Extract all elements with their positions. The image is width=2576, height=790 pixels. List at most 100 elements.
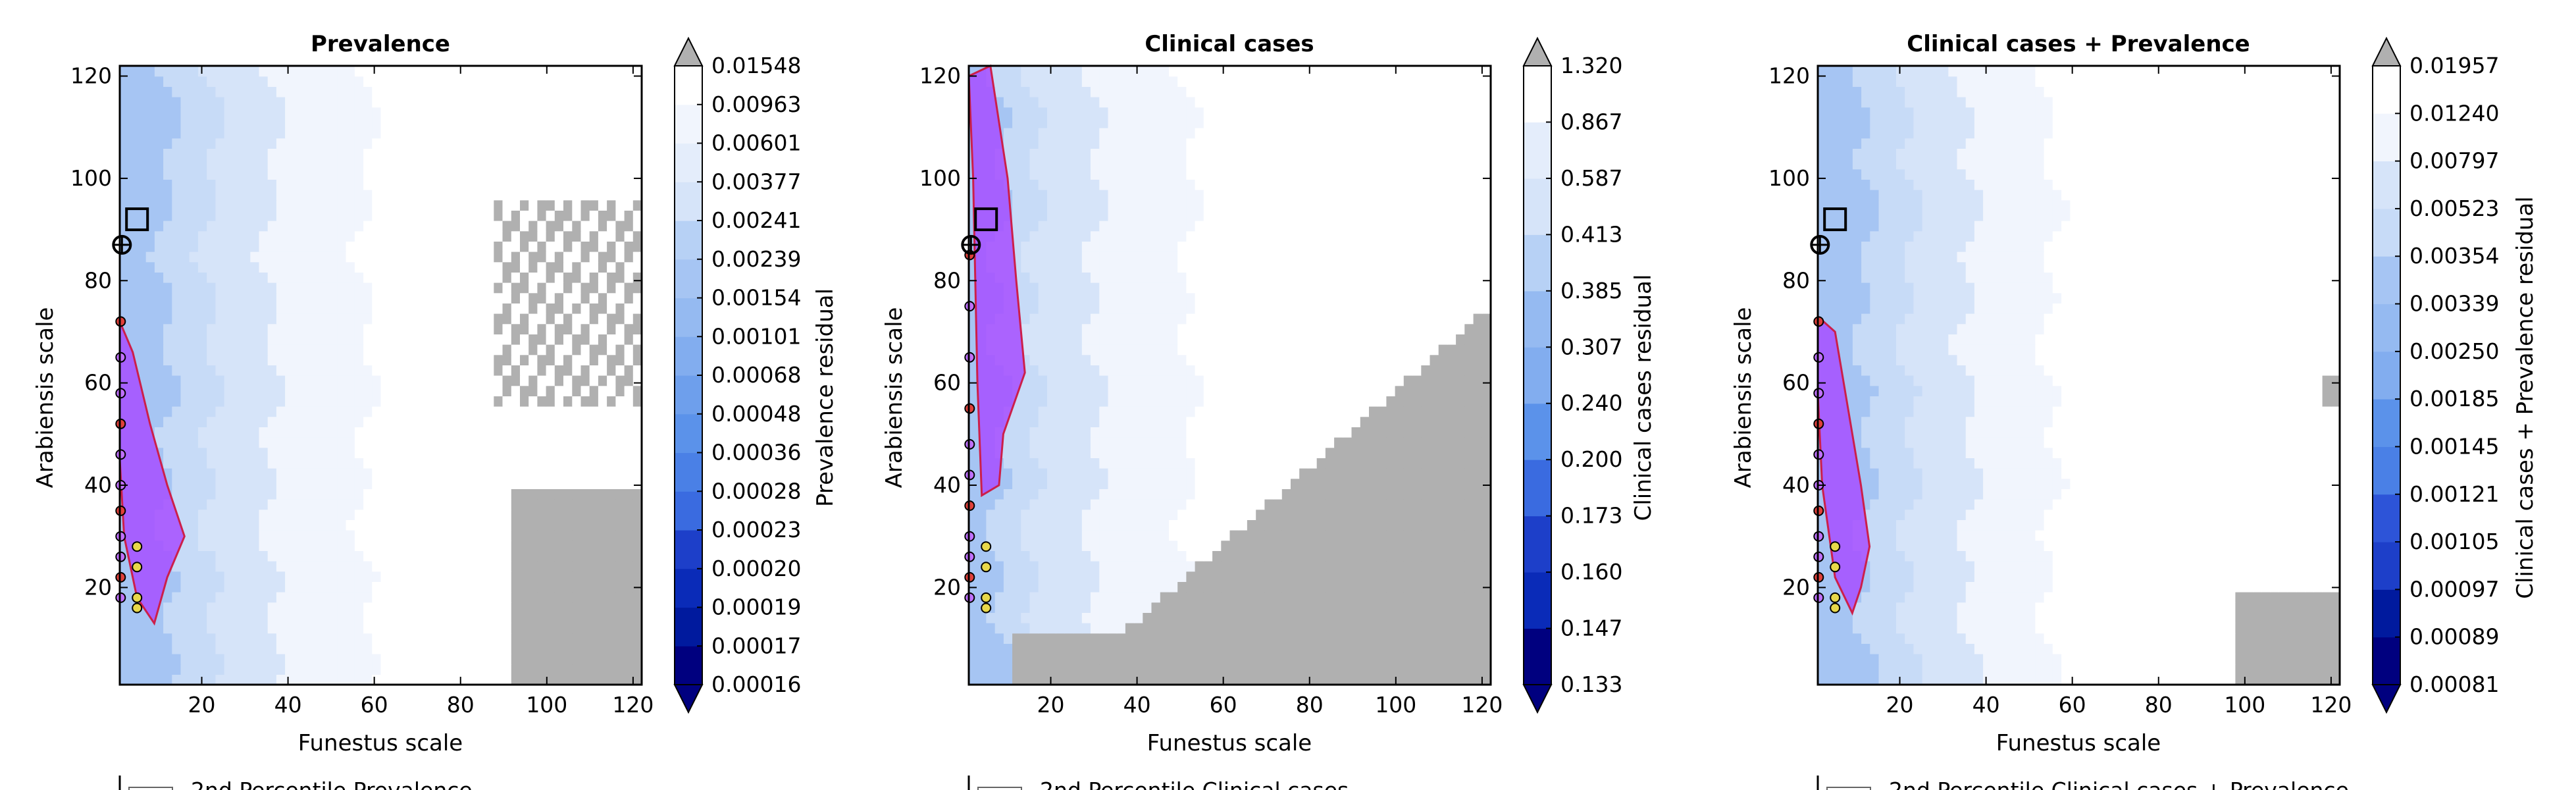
contour-cell	[320, 519, 329, 531]
contour-cell	[459, 261, 469, 273]
contour-cell	[346, 86, 355, 97]
contour-cell	[607, 478, 616, 489]
contour-cell	[224, 427, 234, 438]
contour-cell	[285, 592, 294, 603]
contour-cell	[624, 190, 634, 201]
contour-cell	[537, 602, 547, 613]
contour-cell	[294, 354, 303, 365]
contour-cell	[476, 241, 486, 252]
contour-cell	[1116, 643, 1126, 654]
contour-cell	[537, 654, 547, 665]
contour-cell	[615, 375, 625, 386]
contour-cell	[1064, 664, 1074, 675]
contour-cell	[407, 478, 416, 489]
contour-cell	[442, 654, 451, 665]
colorbar-tick-label: 0.00601	[711, 130, 801, 156]
contour-cell	[207, 159, 216, 170]
contour-cell	[554, 117, 564, 128]
contour-cell	[1473, 643, 1483, 654]
contour-cell	[1464, 633, 1474, 644]
contour-cell	[276, 674, 286, 685]
contour-cell	[520, 117, 529, 128]
contour-cell	[485, 499, 494, 510]
contour-cell	[276, 406, 286, 417]
contour-cell	[563, 458, 573, 469]
contour-cell	[232, 323, 242, 334]
contour-cell	[363, 354, 373, 365]
contour-cell	[467, 138, 477, 149]
contour-cell	[424, 437, 434, 448]
contour-cell	[285, 458, 294, 469]
contour-cell	[346, 396, 355, 407]
contour-cell	[1038, 519, 1048, 531]
contour-cell	[407, 437, 416, 448]
contour-cell	[259, 447, 269, 458]
contour-cell	[467, 107, 477, 118]
panel-title: Clinical cases	[1145, 31, 1314, 57]
contour-cell	[1334, 623, 1343, 634]
contour-cell	[180, 159, 190, 170]
contour-cell	[1056, 550, 1065, 562]
contour-cell	[459, 179, 469, 190]
contour-cell	[128, 292, 138, 303]
contour-cell	[537, 571, 547, 582]
contour-cell	[502, 334, 512, 345]
contour-cell	[450, 169, 459, 180]
contour-cell	[607, 334, 616, 345]
contour-cell	[145, 261, 155, 273]
contour-cell	[120, 97, 129, 108]
contour-cell	[589, 592, 599, 603]
contour-cell	[572, 76, 582, 87]
contour-cell	[407, 375, 416, 386]
contour-cell	[415, 138, 425, 149]
contour-cell	[572, 519, 582, 531]
contour-cell	[302, 406, 312, 417]
contour-cell	[276, 313, 286, 325]
contour-cell	[1325, 519, 1335, 531]
contour-cell	[432, 282, 442, 294]
contour-cell	[389, 592, 399, 603]
contour-cell	[624, 292, 634, 303]
contour-cell	[320, 313, 329, 325]
contour-cell	[1221, 509, 1231, 520]
contour-cell	[554, 354, 564, 365]
contour-cell	[372, 499, 382, 510]
contour-cell	[476, 654, 486, 665]
contour-cell	[232, 179, 242, 190]
contour-cell	[1325, 571, 1335, 582]
contour-cell	[120, 159, 129, 170]
contour-cell	[615, 292, 625, 303]
contour-cell	[1203, 633, 1213, 644]
contour-cell	[285, 107, 294, 118]
contour-cell	[207, 190, 216, 201]
contour-cell	[294, 66, 303, 77]
contour-cell	[554, 488, 564, 500]
contour-cell	[380, 468, 390, 479]
contour-cell	[180, 323, 190, 334]
contour-cell	[120, 623, 129, 634]
contour-cell	[572, 128, 582, 139]
contour-cell	[267, 623, 277, 634]
contour-cell	[302, 674, 312, 685]
contour-cell	[589, 313, 599, 325]
contour-cell	[598, 499, 607, 510]
contour-cell	[494, 313, 503, 325]
contour-cell	[215, 354, 225, 365]
contour-cell	[424, 416, 434, 427]
contour-cell	[415, 117, 425, 128]
contour-cell	[372, 159, 382, 170]
contour-cell	[494, 148, 503, 159]
contour-cell	[197, 530, 207, 541]
contour-cell	[1064, 519, 1074, 531]
contour-cell	[285, 323, 294, 334]
contour-cell	[180, 138, 190, 149]
contour-cell	[442, 478, 451, 489]
contour-cell	[267, 437, 277, 448]
contour-cell	[328, 396, 338, 407]
contour-cell	[1299, 561, 1308, 572]
contour-cell	[1212, 478, 1222, 489]
contour-cell	[624, 199, 634, 211]
contour-cell	[494, 509, 503, 520]
contour-cell	[432, 97, 442, 108]
contour-cell	[994, 592, 1004, 603]
